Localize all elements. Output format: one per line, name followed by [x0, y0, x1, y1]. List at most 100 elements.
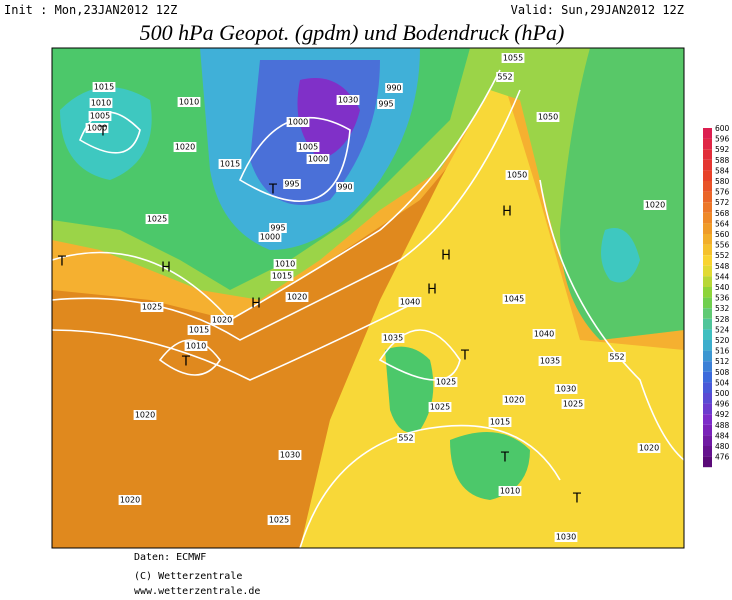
- colorbar-label: 500: [715, 389, 730, 398]
- map-area: [52, 48, 684, 548]
- label-box: [89, 98, 113, 108]
- label-box: [336, 95, 360, 105]
- isobar-label: 552: [497, 73, 512, 82]
- label-box: [140, 302, 164, 312]
- label-box: [278, 450, 302, 460]
- pressure-center: T: [57, 255, 66, 270]
- label-box: [498, 486, 522, 496]
- label-box: [85, 123, 109, 133]
- colorbar-label: 572: [715, 198, 730, 207]
- colorbar-label: 592: [715, 145, 730, 154]
- colorbar-swatch: [703, 308, 712, 319]
- colorbar-swatch: [703, 276, 712, 287]
- isobar-label: 1025: [142, 303, 162, 312]
- init-time: Init : Mon,23JAN2012 12Z: [4, 3, 177, 17]
- colorbar-swatch: [703, 393, 712, 404]
- pressure-center: T: [572, 492, 581, 507]
- pressure-center: H: [251, 297, 261, 312]
- colorbar-swatch: [703, 202, 712, 213]
- colorbar-label: 540: [715, 283, 730, 292]
- pressure-center: T: [460, 349, 469, 364]
- pressure-center: H: [427, 283, 437, 298]
- label-box: [187, 325, 211, 335]
- label-box: [434, 377, 458, 387]
- label-box: [502, 395, 526, 405]
- isobar-label: 1020: [135, 411, 155, 420]
- label-box: [501, 53, 525, 63]
- colorbar-label: 532: [715, 304, 730, 313]
- label-box: [637, 443, 661, 453]
- isobar-label: 1000: [288, 118, 308, 127]
- label-box: [177, 97, 201, 107]
- isobar-label: 1000: [308, 155, 328, 164]
- colorbar-label: 568: [715, 209, 730, 218]
- colorbar-label: 536: [715, 294, 730, 303]
- label-box: [496, 72, 514, 82]
- copyright: (C) Wetterzentrale: [134, 571, 242, 582]
- isobar-label: 1005: [90, 112, 110, 121]
- colorbar-swatch: [703, 244, 712, 256]
- colorbar-label: 488: [715, 421, 730, 430]
- isobar-label: 552: [398, 434, 413, 443]
- colorbar-swatch: [703, 340, 712, 351]
- label-box: [286, 117, 310, 127]
- colorbar-label: 504: [715, 378, 730, 387]
- isobar-label: 1000: [260, 233, 280, 242]
- valid-time: Valid: Sun,29JAN2012 12Z: [511, 3, 684, 17]
- isobar-label: 1015: [490, 418, 510, 427]
- label-box: [184, 341, 208, 351]
- pressure-center: H: [441, 249, 451, 264]
- label-box: [210, 315, 234, 325]
- colorbar-label: 524: [715, 325, 730, 334]
- pressure-center: T: [268, 183, 277, 198]
- isobar-label: 1000: [87, 124, 107, 133]
- label-box: [554, 384, 578, 394]
- isobar-label: 1020: [287, 293, 307, 302]
- label-box: [273, 259, 297, 269]
- colorbar-swatch: [703, 297, 712, 309]
- isobar-label: 995: [378, 100, 393, 109]
- isobar-label: 1055: [503, 54, 523, 63]
- colorbar-label: 496: [715, 400, 730, 409]
- colorbar-label: 600: [715, 124, 730, 133]
- isobar-label: 1010: [91, 99, 111, 108]
- isobar-label: 990: [337, 183, 352, 192]
- label-box: [381, 333, 405, 343]
- isobar-label: 990: [386, 84, 401, 93]
- colorbar-swatch: [703, 329, 712, 340]
- isobar-label: 1020: [645, 201, 665, 210]
- colorbar-label: 588: [715, 156, 730, 165]
- label-box: [296, 142, 320, 152]
- isobar-label: 995: [284, 180, 299, 189]
- pressure-center: T: [98, 125, 107, 140]
- label-box: [88, 111, 112, 121]
- colorbar-label: 556: [715, 241, 730, 250]
- colorbar-label: 552: [715, 251, 730, 260]
- colorbar-label: 544: [715, 272, 730, 281]
- label-box: [397, 433, 415, 443]
- colorbar-swatch: [703, 446, 712, 457]
- label-box: [336, 182, 354, 192]
- isobar-label: 1015: [272, 272, 292, 281]
- colorbar-label: 480: [715, 442, 730, 451]
- label-box: [385, 83, 403, 93]
- isobar-label: 1030: [556, 385, 576, 394]
- colorbar-swatch: [703, 223, 712, 234]
- colorbar-swatch: [703, 318, 712, 330]
- isobar-label: 1005: [298, 143, 318, 152]
- map-title: 500 hPa Geopot. (gpdm) und Bodendruck (h…: [140, 20, 565, 45]
- label-box: [538, 356, 562, 366]
- label-box: [92, 82, 116, 92]
- label-box: [267, 515, 291, 525]
- label-box: [173, 142, 197, 152]
- isobar-label: 1040: [400, 298, 420, 307]
- colorbar-swatch: [703, 265, 712, 277]
- label-box: [502, 294, 526, 304]
- colorbar-swatch: [703, 149, 712, 160]
- colorbar-swatch: [703, 424, 712, 436]
- isobar-label: 1030: [280, 451, 300, 460]
- colorbar-swatch: [703, 361, 712, 372]
- label-box: [608, 352, 626, 362]
